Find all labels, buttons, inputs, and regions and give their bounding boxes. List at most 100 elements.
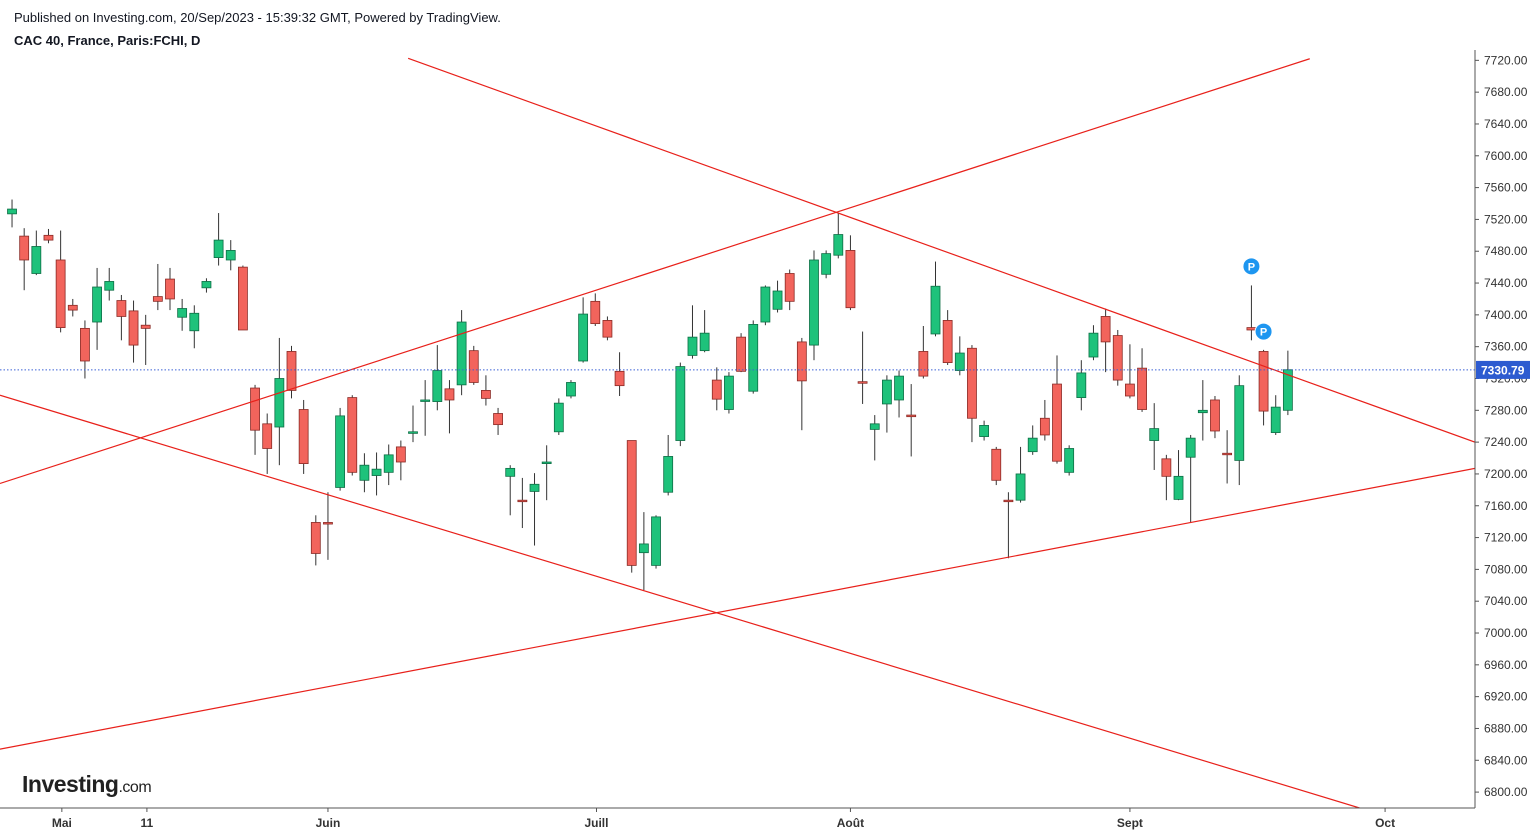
candle-body [954, 352, 965, 371]
x-tick-label: Juin [316, 816, 341, 830]
y-tick-label: 7520.00 [1484, 212, 1528, 226]
candle-body [237, 266, 248, 331]
y-tick-label: 7360.00 [1484, 340, 1528, 354]
candle-body [468, 350, 479, 383]
candle-body [250, 387, 260, 431]
candle-body [651, 516, 661, 566]
candle-body [833, 234, 844, 256]
y-tick-label: 7040.00 [1484, 594, 1528, 608]
candle-body [967, 347, 977, 419]
candle-body [493, 413, 503, 426]
candle-body [784, 273, 795, 302]
candle-body [481, 390, 491, 399]
candle-body [602, 320, 613, 338]
candle-body [1173, 475, 1184, 500]
y-tick-label: 7120.00 [1484, 531, 1528, 545]
candle-body [1222, 452, 1233, 456]
candle-body [1112, 335, 1123, 381]
trend-line [0, 467, 1475, 750]
candle-body [335, 415, 346, 488]
candle-body [1003, 499, 1014, 503]
candle-body [152, 296, 163, 302]
candle-body [845, 250, 856, 309]
y-tick-label: 7440.00 [1484, 276, 1528, 290]
logo: Investing.com [22, 771, 151, 797]
candle-body [347, 397, 358, 473]
logo-suffix: .com [118, 779, 151, 796]
candle-body [748, 324, 759, 392]
candle-body [675, 366, 686, 441]
candle-body [298, 409, 309, 464]
candle-body [991, 448, 1002, 481]
candle-body [553, 402, 564, 433]
candle-body [1161, 458, 1172, 477]
candle-body [55, 259, 66, 328]
y-tick-label: 6920.00 [1484, 690, 1528, 704]
y-tick-label: 7000.00 [1484, 626, 1528, 640]
candle-body [663, 456, 674, 493]
candle-body [7, 208, 17, 215]
candle-body [711, 379, 722, 400]
candle-body [1052, 383, 1062, 462]
candle-body [189, 312, 200, 332]
candle-body [1039, 417, 1050, 436]
x-tick-label: Oct [1375, 816, 1395, 830]
candle-body [274, 378, 285, 428]
candle-body [92, 286, 102, 323]
candle-body [1270, 406, 1281, 433]
candle-body [760, 286, 771, 323]
candle-body [918, 351, 929, 377]
candle-body [177, 308, 188, 318]
x-tick-label: Juill [584, 816, 608, 830]
candle-body [869, 423, 880, 430]
candle-body [942, 320, 953, 363]
candle-body [201, 281, 212, 289]
candle-body [578, 313, 589, 362]
candle-body [262, 423, 273, 449]
marker [1242, 257, 1261, 276]
candle-body [456, 321, 467, 386]
candle-body [395, 446, 406, 463]
candle-body [1185, 437, 1196, 458]
published-note: Published on Investing.com, 20/Sep/2023 … [14, 10, 501, 25]
candle-body [116, 300, 127, 317]
candle-body [894, 375, 904, 401]
candle-body [225, 250, 236, 261]
candle-body [809, 259, 819, 346]
candle-body [1027, 437, 1038, 453]
candle-body [930, 285, 941, 335]
candle-body [165, 278, 175, 300]
x-tick-label: Sept [1117, 816, 1143, 830]
candle-body [736, 336, 746, 372]
candle-body [906, 414, 917, 418]
y-tick-label: 7400.00 [1484, 308, 1528, 322]
candle-body [432, 370, 443, 402]
marker-label: P [1260, 327, 1267, 339]
last-price-label: 7330.79 [1481, 363, 1525, 377]
candle-body [371, 468, 382, 476]
y-tick-label: 7200.00 [1484, 467, 1528, 481]
candle-body [31, 246, 42, 274]
last-price-box [1476, 360, 1530, 379]
candle-body [1197, 409, 1208, 414]
candle-body [796, 341, 807, 382]
candle-body [310, 522, 321, 554]
candle-body [724, 375, 734, 410]
trend-line [0, 58, 1310, 485]
x-tick-label: Août [837, 816, 864, 830]
y-tick-label: 6880.00 [1484, 721, 1528, 735]
candle-body [857, 381, 868, 384]
candle-body [979, 425, 990, 437]
candle-body [286, 351, 297, 391]
candle-body [566, 382, 576, 397]
candle-body [541, 461, 552, 464]
candle-body [772, 290, 783, 310]
y-tick-label: 7480.00 [1484, 244, 1528, 258]
candle-body [1076, 372, 1087, 398]
candle-body [590, 300, 601, 325]
trend-line [407, 57, 1475, 443]
candle-body [517, 499, 528, 503]
candle-body [1246, 327, 1257, 331]
